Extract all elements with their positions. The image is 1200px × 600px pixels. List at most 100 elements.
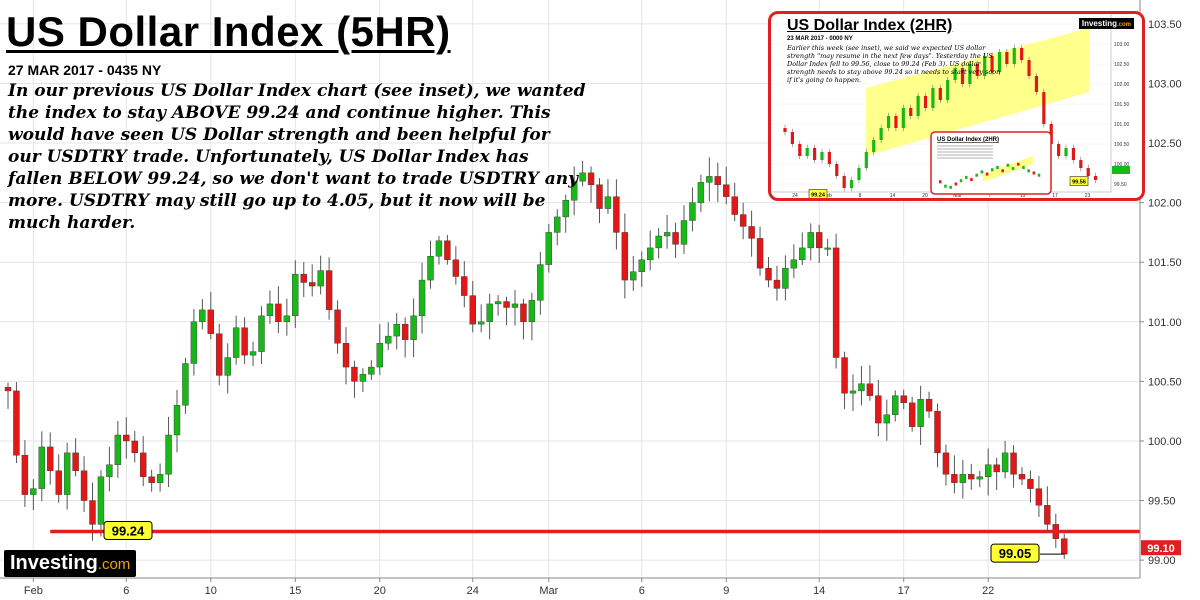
candle-body bbox=[942, 452, 950, 475]
candle bbox=[630, 256, 637, 291]
y-tick-label: 100.00 bbox=[1148, 436, 1182, 448]
y-tick-label: 103.50 bbox=[1148, 19, 1182, 31]
candle-body bbox=[503, 301, 510, 308]
candle bbox=[900, 389, 907, 410]
candle-body bbox=[951, 474, 958, 483]
chart-date: 27 MAR 2017 - 0435 NY bbox=[8, 62, 162, 78]
candle-body bbox=[841, 357, 848, 394]
candle bbox=[756, 226, 764, 276]
inset-candle-body bbox=[946, 80, 950, 100]
candle bbox=[985, 448, 992, 496]
candle-body bbox=[418, 279, 426, 317]
inset-candle-body bbox=[901, 108, 905, 128]
inset-candle-body bbox=[1027, 60, 1031, 76]
inset-candle bbox=[931, 84, 935, 112]
x-tick-label: 10 bbox=[205, 585, 217, 597]
nested-inset-candle bbox=[1011, 167, 1015, 171]
candle bbox=[368, 360, 375, 381]
candle-body bbox=[401, 323, 409, 340]
candle bbox=[951, 455, 958, 494]
candle bbox=[13, 382, 20, 464]
candle-body bbox=[723, 184, 730, 197]
candle-body bbox=[630, 271, 637, 281]
candle-body bbox=[173, 405, 181, 436]
candle bbox=[773, 265, 781, 301]
inset-y-tick-label: 100.00 bbox=[1114, 162, 1130, 168]
inset-candle bbox=[886, 112, 891, 132]
inset-chart-panel: 99.50 100.00 100.50 101.00 101.50 102.00 102.5… bbox=[768, 11, 1145, 201]
candle bbox=[351, 360, 358, 398]
candle-body bbox=[478, 321, 485, 325]
candle bbox=[452, 246, 460, 285]
candle-body bbox=[976, 476, 983, 480]
candle-body bbox=[97, 476, 105, 525]
x-tick-label: Mar bbox=[539, 585, 558, 597]
candle-body bbox=[334, 309, 341, 344]
candle bbox=[706, 157, 713, 202]
candle-body bbox=[968, 474, 975, 480]
candle bbox=[224, 343, 231, 394]
candle bbox=[156, 463, 164, 492]
candle bbox=[80, 456, 88, 512]
candle-body bbox=[89, 500, 96, 525]
candle-body bbox=[663, 232, 671, 237]
candle-body bbox=[520, 303, 527, 322]
candle-body bbox=[131, 440, 138, 454]
inset-low-label-box bbox=[808, 189, 828, 198]
candle-body bbox=[832, 247, 840, 358]
inset-candle bbox=[953, 64, 957, 84]
y-tick-label: 103.00 bbox=[1148, 78, 1182, 90]
candle bbox=[976, 471, 983, 488]
candle bbox=[469, 280, 476, 333]
candle bbox=[807, 223, 814, 261]
candle-body bbox=[773, 279, 781, 289]
candle bbox=[1061, 533, 1068, 560]
candle bbox=[697, 174, 705, 212]
inset-candle-body bbox=[805, 148, 809, 156]
inset-candle bbox=[857, 164, 861, 184]
candle bbox=[300, 262, 307, 298]
inset-candle bbox=[879, 124, 883, 144]
candle-body bbox=[114, 434, 122, 465]
candle bbox=[875, 380, 882, 437]
candle-body bbox=[706, 176, 713, 183]
candle bbox=[866, 365, 874, 401]
candle bbox=[232, 315, 240, 365]
candle-body bbox=[452, 259, 460, 277]
inset-candlestick-chart: 99.50 100.00 100.50 101.00 101.50 102.00 102.5… bbox=[771, 14, 1130, 198]
candle-body bbox=[849, 390, 857, 394]
inset-price-tag bbox=[1112, 166, 1130, 174]
candle bbox=[596, 178, 603, 224]
candle bbox=[765, 257, 772, 288]
candle bbox=[613, 179, 620, 250]
y-tick-label: 101.00 bbox=[1148, 317, 1182, 329]
inset-candle-body bbox=[842, 176, 846, 188]
candle-body bbox=[782, 267, 789, 289]
candle-body bbox=[165, 434, 172, 475]
candle-body bbox=[985, 464, 992, 477]
candle bbox=[1035, 475, 1043, 517]
inset-y-tick-label: 101.50 bbox=[1114, 102, 1130, 108]
inset-candle bbox=[1064, 144, 1068, 160]
inset-investing-logo: Investing.com bbox=[1078, 18, 1134, 29]
inset-x-tick-label: Mar bbox=[953, 193, 962, 198]
candle-body bbox=[1061, 538, 1068, 555]
support-level-label: 99.24 bbox=[112, 524, 145, 539]
inset-candle bbox=[1012, 44, 1016, 68]
inset-candle-body bbox=[1079, 160, 1083, 168]
candle-body bbox=[106, 464, 113, 477]
candle bbox=[325, 257, 333, 320]
y-tick-label: 102.00 bbox=[1148, 198, 1182, 210]
candle bbox=[748, 210, 755, 257]
candlestick-series bbox=[4, 157, 1068, 560]
inset-candle-body bbox=[1012, 48, 1016, 64]
candle-body bbox=[1044, 505, 1051, 525]
inset-channel bbox=[866, 28, 1089, 156]
nested-inset-candle bbox=[944, 184, 947, 188]
inset-candle-body bbox=[857, 168, 861, 180]
candle bbox=[892, 390, 899, 422]
inset-candle bbox=[1027, 56, 1031, 80]
nested-inset-candle bbox=[991, 168, 994, 172]
inset-recent-label-box bbox=[1069, 176, 1089, 186]
candle bbox=[849, 374, 857, 412]
